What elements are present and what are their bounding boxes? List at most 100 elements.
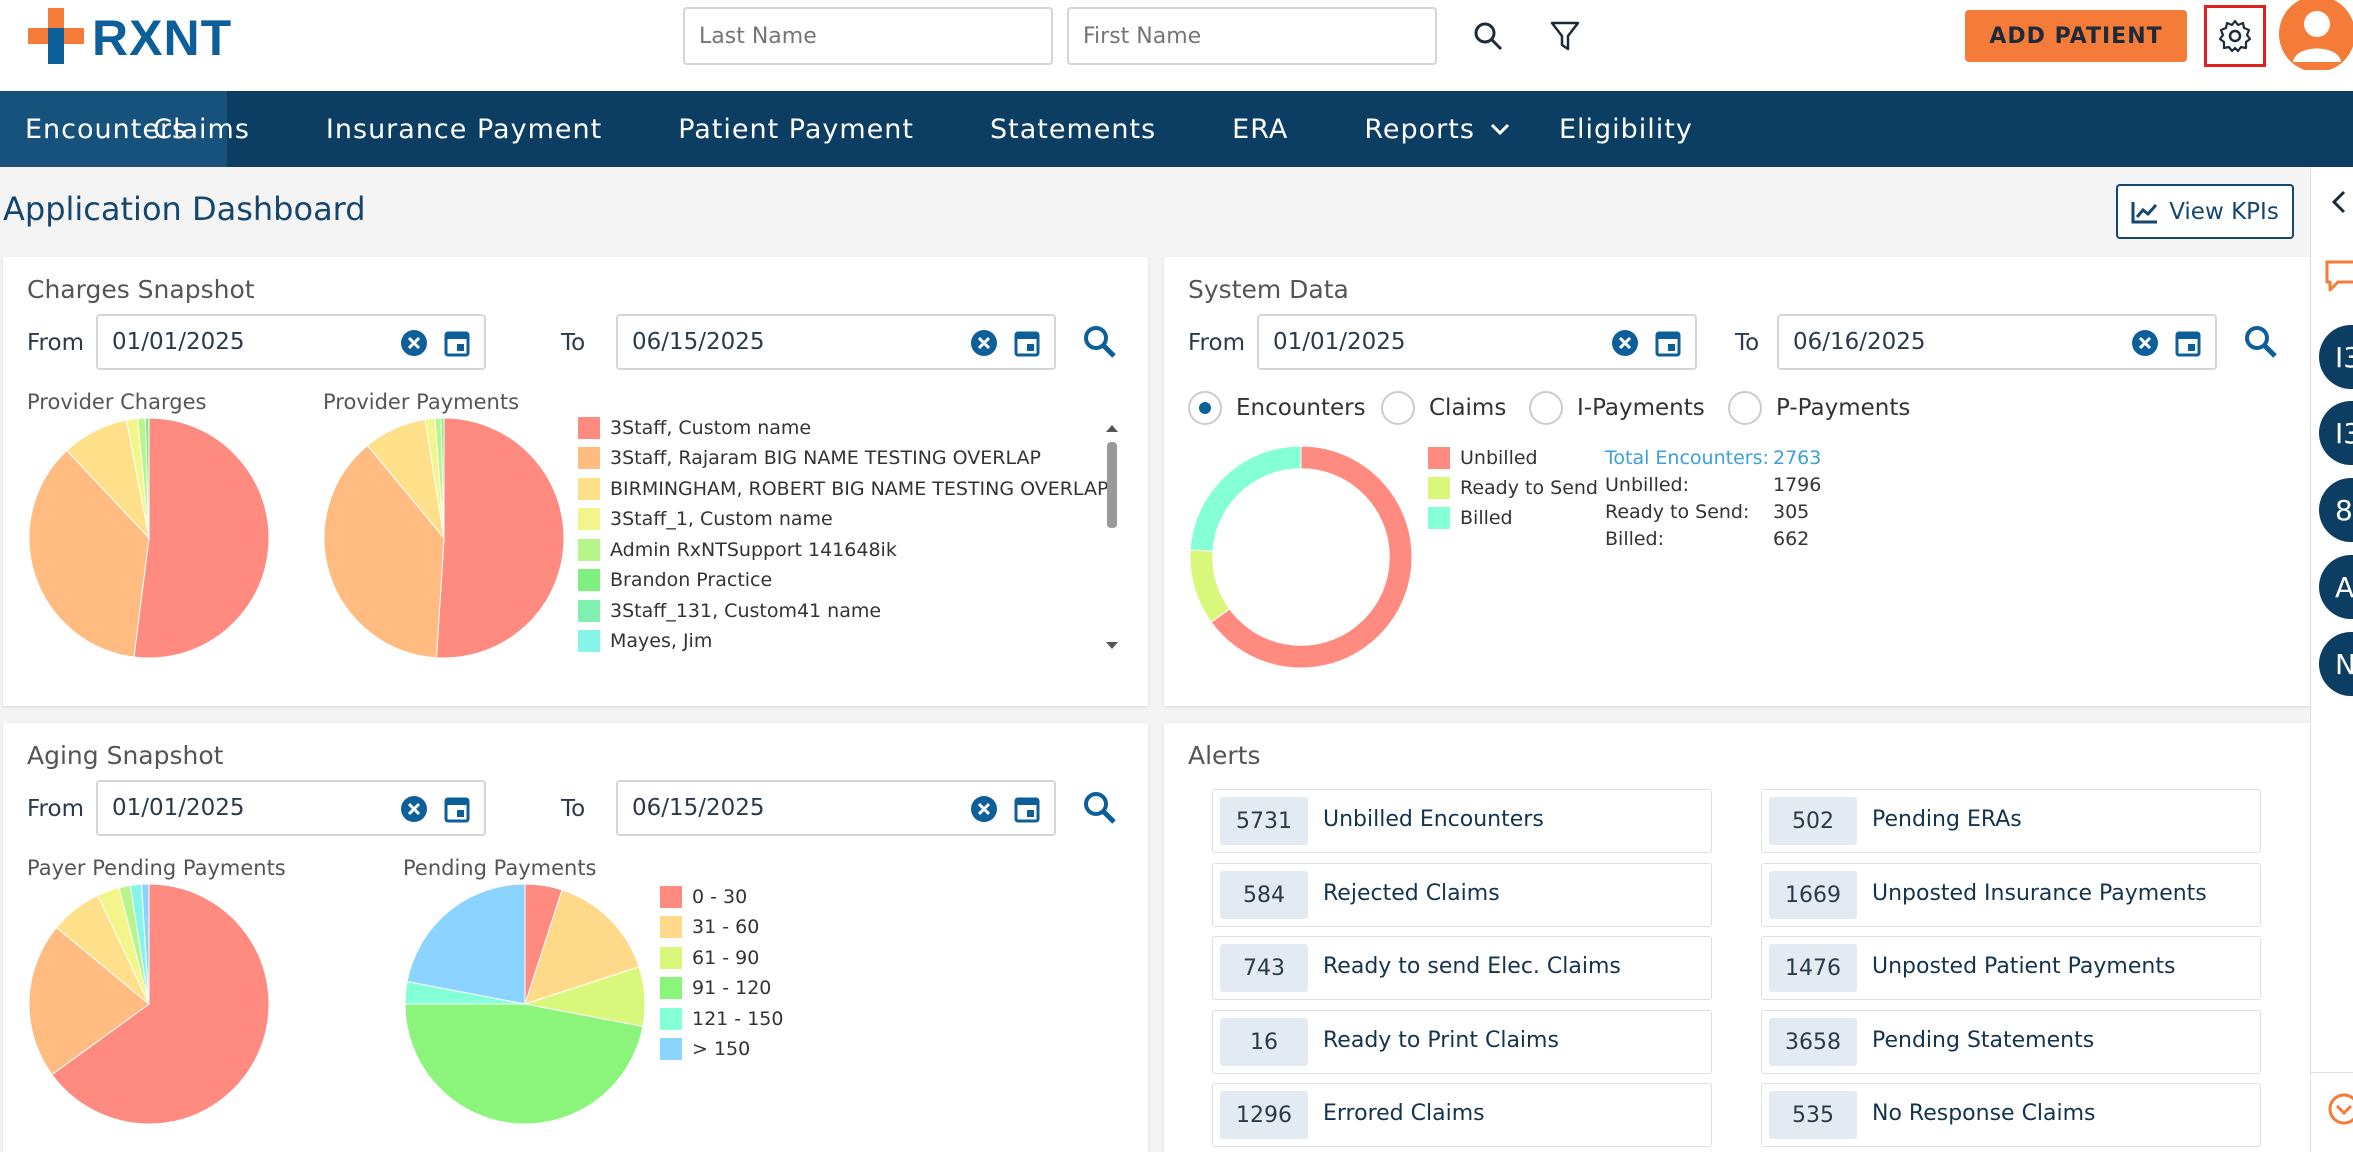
chat-icon[interactable]: [2324, 259, 2353, 293]
radio-i-payments[interactable]: I-Payments: [1529, 391, 1705, 425]
legend-item[interactable]: 3Staff, Custom name: [578, 417, 811, 439]
to-date-value: 06/15/2025: [632, 329, 765, 355]
nav-eligibility[interactable]: Eligibility: [1558, 113, 1693, 145]
to-date-field[interactable]: 06/16/2025: [1777, 314, 2217, 370]
pie-slice[interactable]: [140, 883, 150, 1005]
from-date-field[interactable]: 01/01/2025: [96, 780, 486, 836]
legend-item[interactable]: Admin RxNTSupport 141648ik: [578, 539, 897, 561]
rxnt-logo[interactable]: RXNT: [28, 8, 232, 68]
radio-circle: [1529, 391, 1563, 425]
calendar-icon[interactable]: [1655, 329, 1681, 357]
sidebar-badge[interactable]: A: [2319, 555, 2353, 619]
from-date-field[interactable]: 01/01/2025: [1257, 314, 1697, 370]
pie-slice[interactable]: [524, 889, 640, 1005]
pie-slice[interactable]: [28, 449, 150, 658]
calendar-icon[interactable]: [2175, 329, 2201, 357]
user-avatar[interactable]: [2275, 0, 2353, 70]
legend-item[interactable]: Mayes, Jim: [578, 630, 712, 652]
calendar-icon[interactable]: [444, 795, 470, 823]
alert-unposted-insurance-payments[interactable]: 1669 Unposted Insurance Payments: [1761, 863, 2261, 927]
clear-icon[interactable]: [970, 795, 998, 823]
legend-item[interactable]: 61 - 90: [660, 947, 759, 969]
clear-icon[interactable]: [2131, 329, 2159, 357]
alert-ready-to-send-elec-claims[interactable]: 743 Ready to send Elec. Claims: [1212, 936, 1712, 1000]
legend-item[interactable]: Brandon Practice: [578, 569, 772, 591]
pie-slice[interactable]: [51, 883, 270, 1125]
pie-slice[interactable]: [28, 926, 150, 1076]
calendar-icon[interactable]: [1014, 795, 1040, 823]
legend-swatch: [660, 886, 682, 908]
sidebar-badge[interactable]: N: [2319, 632, 2353, 696]
legend-item[interactable]: > 150: [660, 1038, 750, 1060]
clear-icon[interactable]: [970, 329, 998, 357]
alert-no-response-claims[interactable]: 535 No Response Claims: [1761, 1083, 2261, 1147]
last-name-input[interactable]: [683, 7, 1053, 65]
pie-slice[interactable]: [404, 1003, 644, 1125]
unbilled-label: Unbilled:: [1605, 474, 1689, 496]
pie-slice[interactable]: [435, 417, 565, 659]
legend-label: Mayes, Jim: [610, 630, 713, 652]
nav-insurance-payment[interactable]: Insurance Payment: [325, 113, 603, 145]
clear-icon[interactable]: [1611, 329, 1639, 357]
settings-gear-icon[interactable]: [2204, 5, 2266, 67]
legend-item[interactable]: Unbilled: [1428, 447, 1538, 469]
add-patient-button[interactable]: ADD PATIENT: [1965, 10, 2187, 62]
to-date-field[interactable]: 06/15/2025: [616, 314, 1056, 370]
legend-item[interactable]: 31 - 60: [660, 916, 759, 938]
legend-item[interactable]: 3Staff, Rajaram BIG NAME TESTING OVERLAP: [578, 447, 1041, 469]
search-icon[interactable]: [1081, 323, 1117, 359]
panel-title: System Data: [1188, 275, 1349, 304]
view-kpis-button[interactable]: View KPIs: [2116, 184, 2294, 239]
nav-claims[interactable]: Claims: [153, 113, 250, 145]
nav-statements[interactable]: Statements: [990, 113, 1157, 145]
radio-circle: [1188, 391, 1222, 425]
sidebar-badge[interactable]: 88: [2319, 478, 2353, 542]
to-label: To: [561, 330, 586, 356]
clear-icon[interactable]: [400, 795, 428, 823]
radio-p-payments[interactable]: P-Payments: [1728, 391, 1910, 425]
pie-slice[interactable]: [144, 417, 150, 539]
pie-slice[interactable]: [133, 417, 270, 659]
radio-claims[interactable]: Claims: [1381, 391, 1506, 425]
alert-ready-to-print-claims[interactable]: 16 Ready to Print Claims: [1212, 1010, 1712, 1074]
pie-slice[interactable]: [323, 444, 445, 659]
legend-item[interactable]: Billed: [1428, 507, 1513, 529]
chevron-down-circle-icon[interactable]: [2327, 1092, 2353, 1126]
clear-icon[interactable]: [400, 329, 428, 357]
alert-unbilled-encounters[interactable]: 5731 Unbilled Encounters: [1212, 789, 1712, 853]
legend-item[interactable]: 121 - 150: [660, 1008, 783, 1030]
calendar-icon[interactable]: [444, 329, 470, 357]
nav-patient-payment[interactable]: Patient Payment: [678, 113, 914, 145]
search-icon[interactable]: [2242, 323, 2278, 359]
search-icon[interactable]: [1081, 789, 1117, 825]
legend-item[interactable]: Ready to Send: [1428, 477, 1598, 499]
filter-icon[interactable]: [1543, 14, 1587, 58]
sidebar-badge[interactable]: I3: [2319, 325, 2353, 389]
top-header: RXNT ADD PATIENT: [0, 0, 2353, 91]
calendar-icon[interactable]: [1014, 329, 1040, 357]
first-name-input[interactable]: [1067, 7, 1437, 65]
legend-scrollbar[interactable]: [1102, 420, 1122, 654]
radio-encounters[interactable]: Encounters: [1188, 391, 1366, 425]
sidebar-badge[interactable]: I3: [2319, 401, 2353, 465]
pie-slice[interactable]: [440, 417, 445, 539]
alert-unposted-patient-payments[interactable]: 1476 Unposted Patient Payments: [1761, 936, 2261, 1000]
nav-reports[interactable]: Reports: [1326, 91, 1521, 167]
alert-rejected-claims[interactable]: 584 Rejected Claims: [1212, 863, 1712, 927]
chevron-left-icon[interactable]: [2329, 189, 2349, 215]
legend-item[interactable]: BIRMINGHAM, ROBERT BIG NAME TESTING OVER…: [578, 478, 1108, 500]
to-date-field[interactable]: 06/15/2025: [616, 780, 1056, 836]
from-date-field[interactable]: 01/01/2025: [96, 314, 486, 370]
nav-era[interactable]: ERA: [1232, 113, 1289, 145]
nav-encounters[interactable]: Encounters: [0, 91, 228, 167]
legend-swatch: [660, 977, 682, 999]
alert-pending-statements[interactable]: 3658 Pending Statements: [1761, 1010, 2261, 1074]
legend-item[interactable]: 3Staff_131, Custom41 name: [578, 600, 881, 622]
alert-errored-claims[interactable]: 1296 Errored Claims: [1212, 1083, 1712, 1147]
legend-item[interactable]: 91 - 120: [660, 977, 771, 999]
pie-slice[interactable]: [406, 883, 526, 1005]
alert-pending-eras[interactable]: 502 Pending ERAs: [1761, 789, 2261, 853]
legend-item[interactable]: 0 - 30: [660, 886, 747, 908]
search-icon[interactable]: [1466, 14, 1510, 58]
legend-item[interactable]: 3Staff_1, Custom name: [578, 508, 833, 530]
